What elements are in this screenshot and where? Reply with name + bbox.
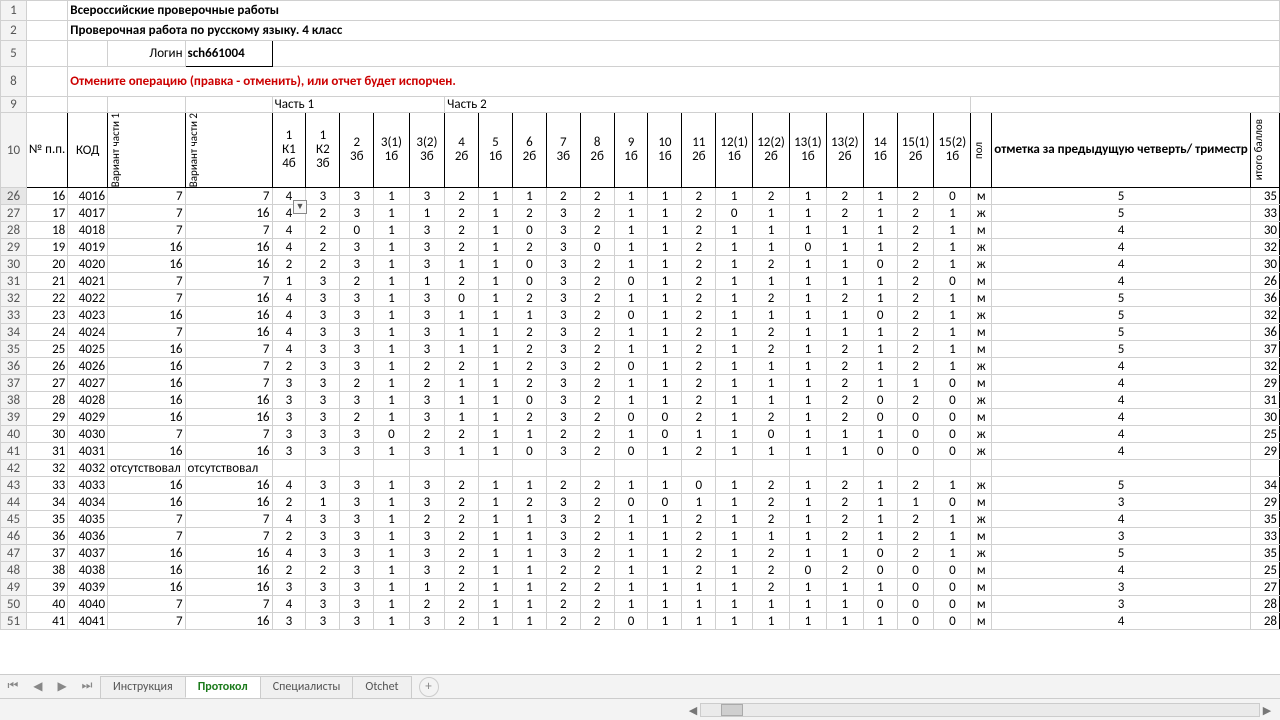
tab-nav-last-icon[interactable]: ⏭ [82, 679, 93, 694]
sheet-tab-otchet[interactable]: Otchet [352, 676, 411, 698]
sheet-tab-bar: ⏮ ◀ ▶ ⏭ ИнструкцияПротоколСпециалистыOtc… [0, 674, 1280, 698]
add-sheet-button[interactable]: + [419, 677, 439, 697]
tab-nav-buttons[interactable]: ⏮ ◀ ▶ ⏭ [0, 679, 100, 694]
worksheet-area[interactable]: 1Всероссийские проверочные работы2Провер… [0, 0, 1280, 674]
sheet-tab-инструкция[interactable]: Инструкция [100, 676, 186, 698]
horizontal-scrollbar[interactable]: ◀▶ [0, 698, 1280, 720]
sheet-tab-специалисты[interactable]: Специалисты [260, 676, 354, 698]
tab-nav-next-icon[interactable]: ▶ [57, 679, 66, 694]
sheet-tab-протокол[interactable]: Протокол [185, 676, 261, 698]
cell-dropdown-icon[interactable]: ▼ [293, 200, 307, 214]
tab-nav-prev-icon[interactable]: ◀ [33, 679, 42, 694]
tab-nav-first-icon[interactable]: ⏮ [7, 679, 18, 694]
